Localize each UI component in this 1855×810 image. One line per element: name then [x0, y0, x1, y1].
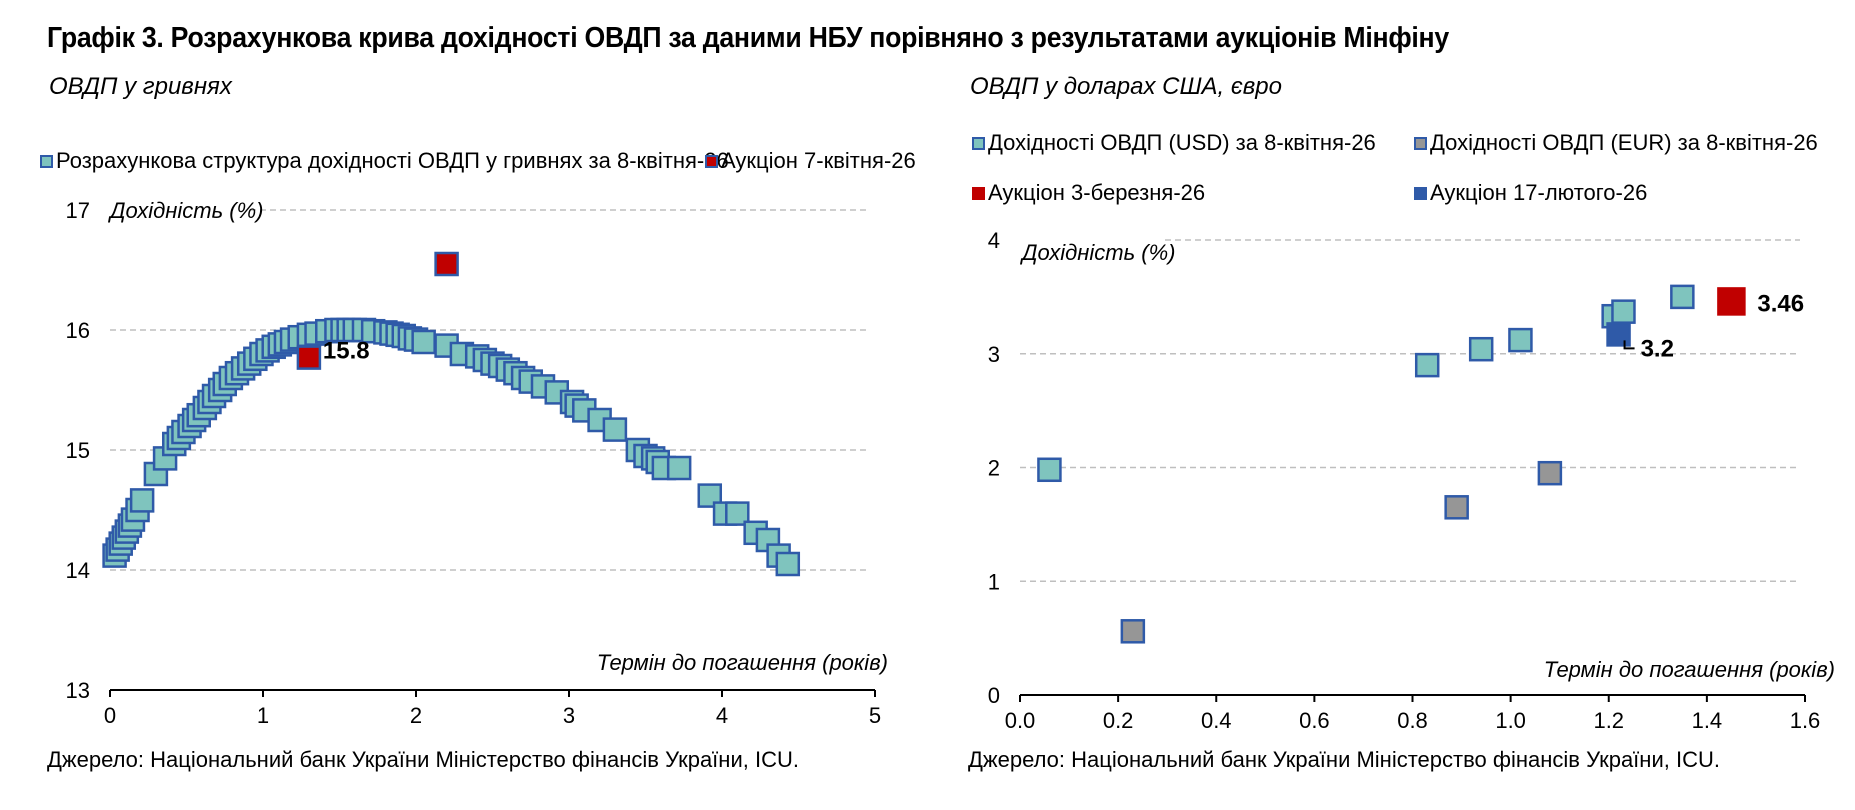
legend-swatch-red [705, 154, 718, 168]
data-label: 3.46 [1757, 290, 1804, 317]
y-tick-label: 0 [988, 683, 1000, 708]
x-tick-label: 0.8 [1397, 708, 1428, 733]
data-point [1414, 352, 1440, 378]
data-point [666, 455, 692, 481]
y-tick-label: 13 [66, 678, 90, 703]
y-tick-label: 2 [988, 456, 1000, 481]
right-legend-item-usd: Дохідності ОВДП (USD) за 8-квітня-26 [972, 130, 1376, 156]
right-chart-subtitle: ОВДП у доларах США, євро [970, 73, 1282, 100]
data-point [697, 483, 723, 508]
x-tick-label: 0 [104, 703, 116, 728]
data-label: 15.8 [323, 338, 370, 365]
x-tick-label: 1.2 [1593, 708, 1624, 733]
data-label: 3.2 [1641, 335, 1674, 362]
legend-swatch-teal [40, 154, 53, 168]
x-axis-title: Термін до погашення (років) [1544, 657, 1835, 682]
x-tick-label: 5 [869, 703, 881, 728]
x-tick-label: 0.4 [1201, 708, 1232, 733]
x-tick-label: 0.2 [1103, 708, 1134, 733]
right-source-note: Джерело: Національний банк України Мініс… [968, 747, 1720, 772]
x-tick-label: 2 [410, 703, 422, 728]
legend-label: Аукціон 7-квітня-26 [721, 148, 916, 173]
x-axis-title: Термін до погашення (років) [597, 650, 888, 675]
y-axis-title: Дохідність (%) [1019, 240, 1176, 265]
legend-swatch-red [972, 186, 985, 200]
legend-swatch-gray [1414, 136, 1427, 150]
left-source-note: Джерело: Національний банк України Мініс… [47, 747, 799, 772]
y-tick-label: 14 [66, 558, 90, 583]
data-point [725, 501, 750, 526]
x-tick-label: 1.0 [1495, 708, 1526, 733]
data-point [1120, 619, 1146, 644]
label-connector [1623, 340, 1635, 350]
data-point [775, 551, 801, 577]
legend-label: Аукціон 3-березня-26 [988, 180, 1206, 205]
legend-label: Дохідності ОВДП (USD) за 8-квітня-26 [988, 130, 1376, 155]
y-tick-label: 3 [988, 342, 1000, 367]
x-tick-label: 0.0 [1005, 708, 1036, 733]
x-tick-label: 4 [716, 703, 728, 728]
data-point [296, 345, 322, 370]
y-tick-label: 15 [66, 438, 90, 463]
right-legend-item-auction-march: Аукціон 3-березня-26 [972, 180, 1205, 206]
data-point [1611, 299, 1636, 324]
figure-title: Графік 3. Розрахункова крива дохідності … [47, 22, 1449, 54]
data-point [411, 329, 436, 355]
y-tick-label: 17 [66, 198, 90, 223]
legend-label: Дохідності ОВДП (EUR) за 8-квітня-26 [1430, 130, 1818, 155]
data-point [129, 488, 155, 513]
data-point [1717, 287, 1746, 316]
right-legend-item-eur: Дохідності ОВДП (EUR) за 8-квітня-26 [1414, 130, 1818, 156]
right-chart: 0 1 2 3 4 0.0 0.2 0.4 0.6 0.8 1.0 1.2 1.4 1.6 Дохідніс… [988, 228, 1835, 733]
legend-swatch-teal [972, 136, 985, 150]
data-point [1670, 284, 1695, 310]
left-legend-item-auction: Аукціон 7-квітня-26 [705, 148, 916, 174]
data-point [1606, 322, 1631, 347]
x-tick-label: 1.6 [1790, 708, 1821, 733]
x-tick-label: 1.4 [1692, 708, 1723, 733]
y-tick-label: 1 [988, 569, 1000, 594]
left-legend-item-curve: Розрахункова структура дохідності ОВДП у… [40, 148, 729, 174]
data-point [1468, 336, 1494, 362]
right-legend-item-auction-feb: Аукціон 17-лютого-26 [1414, 180, 1647, 206]
x-tick-label: 3 [563, 703, 575, 728]
data-point [434, 251, 459, 277]
legend-swatch-blue [1414, 186, 1427, 200]
legend-label: Розрахункова структура дохідності ОВДП у… [56, 148, 729, 173]
x-tick-label: 0.6 [1299, 708, 1330, 733]
y-tick-label: 4 [988, 228, 1000, 253]
data-point [1508, 327, 1533, 353]
data-point [1444, 495, 1469, 520]
y-tick-label: 16 [66, 318, 90, 343]
legend-label: Аукціон 17-лютого-26 [1430, 180, 1648, 205]
x-tick-label: 1 [257, 703, 269, 728]
data-point [602, 417, 628, 442]
data-point [1537, 460, 1563, 486]
data-point [1037, 457, 1062, 483]
y-axis-title: Дохідність (%) [107, 198, 264, 223]
left-chart: 13 14 15 16 17 0 1 2 3 4 5 Дохідність (%) Термін до … [66, 198, 888, 728]
left-chart-subtitle: ОВДП у гривнях [49, 73, 232, 100]
